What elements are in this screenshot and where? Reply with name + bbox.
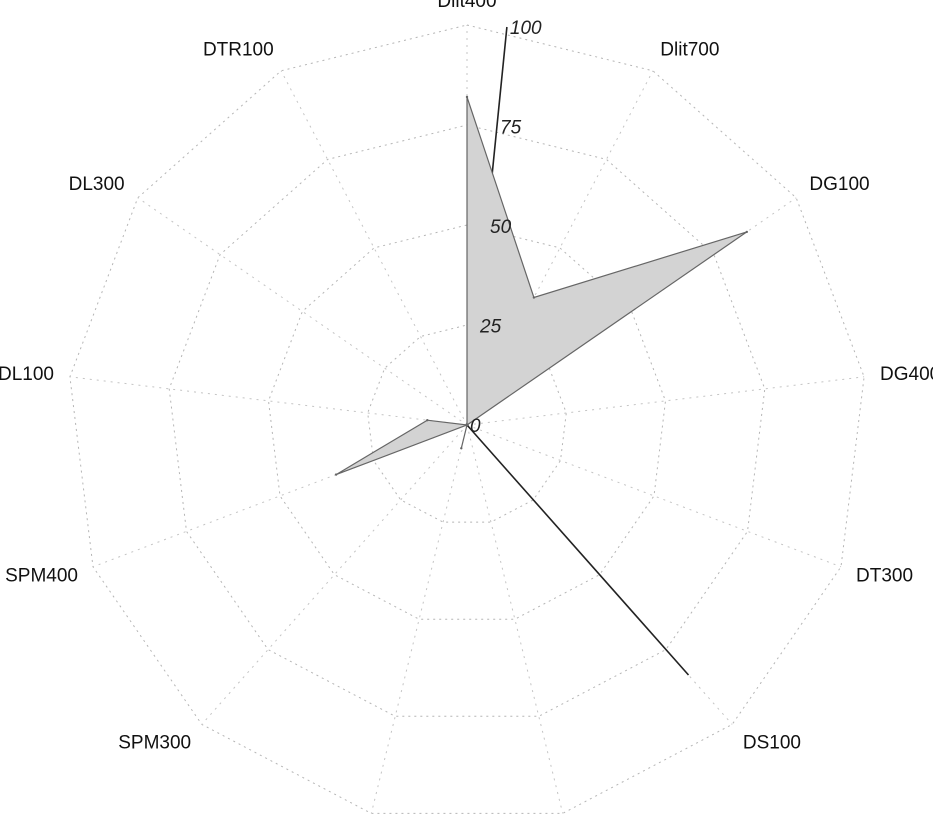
category-label-dg100: DG100 bbox=[809, 174, 869, 195]
grid-spoke-dt300 bbox=[466, 424, 842, 568]
tick-label-75: 75 bbox=[500, 118, 522, 139]
data-point-dlit400 bbox=[465, 95, 469, 99]
grid-ring-75 bbox=[168, 124, 766, 717]
category-label-dtr100: DTR100 bbox=[203, 40, 274, 61]
category-label-dl100: DL100 bbox=[0, 364, 54, 385]
category-label-spm300: SPM300 bbox=[118, 732, 191, 753]
data-point-dlit700 bbox=[532, 296, 536, 299]
grid-spoke-dtr100 bbox=[280, 70, 468, 426]
data-point-dl100 bbox=[426, 419, 429, 422]
grid-spoke-dl100 bbox=[69, 376, 468, 426]
radial-tick-labels: 0 25 50 75 100 bbox=[470, 18, 542, 437]
category-label-ds100: DS100 bbox=[743, 732, 801, 753]
axis-line-ds100 bbox=[466, 424, 690, 676]
category-label-spm400: SPM400 bbox=[5, 565, 78, 586]
category-label-dl300: DL300 bbox=[69, 174, 125, 195]
grid-ring-100 bbox=[69, 24, 865, 814]
data-point-dg100 bbox=[745, 230, 748, 234]
category-label-dt300: DT300 bbox=[856, 565, 913, 586]
data-point-spm200 bbox=[460, 447, 463, 450]
tick-label-100: 100 bbox=[510, 18, 542, 39]
category-label-dlit400: Dlit400 bbox=[437, 0, 496, 12]
grid-ring-25 bbox=[367, 324, 567, 523]
grid-spoke-spm300 bbox=[201, 424, 468, 725]
series-layer bbox=[334, 95, 748, 476]
series-area bbox=[335, 96, 748, 476]
tick-label-50: 50 bbox=[490, 217, 512, 238]
data-point-dtr100 bbox=[465, 423, 469, 427]
radial-grid bbox=[69, 24, 865, 814]
data-point-spm400 bbox=[334, 473, 338, 476]
category-label-dlit700: Dlit700 bbox=[660, 40, 719, 61]
category-label-dg400: DG400 bbox=[880, 364, 933, 385]
tick-label-25: 25 bbox=[479, 317, 502, 338]
tick-label-0: 0 bbox=[470, 416, 481, 437]
